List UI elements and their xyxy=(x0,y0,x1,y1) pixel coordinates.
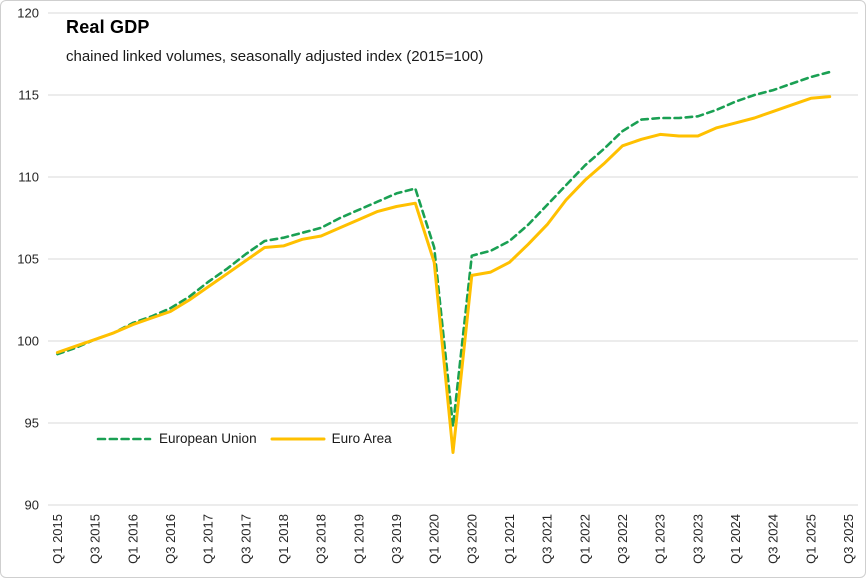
x-tick-label: Q1 2024 xyxy=(728,514,743,564)
x-tick-label: Q1 2020 xyxy=(427,514,442,564)
y-tick-label: 90 xyxy=(25,498,39,513)
legend-item-european-union: European Union xyxy=(95,431,257,446)
legend: European Union Euro Area xyxy=(95,431,392,446)
x-tick-label: Q1 2025 xyxy=(803,514,818,564)
x-tick-label: Q3 2025 xyxy=(841,514,856,564)
y-tick-label: 120 xyxy=(17,6,39,21)
euro-area-solid-line-swatch xyxy=(270,437,326,440)
x-tick-label: Q3 2021 xyxy=(540,514,555,564)
series-line-euro-area xyxy=(55,95,832,454)
y-tick-label: 100 xyxy=(17,334,39,349)
x-tick-label: Q3 2020 xyxy=(464,514,479,564)
x-tick-label: Q1 2019 xyxy=(351,514,366,564)
x-tick-label: Q1 2021 xyxy=(502,514,517,564)
series-line-european-union xyxy=(56,70,832,428)
x-tick-label: Q3 2019 xyxy=(389,514,404,564)
chart-title: Real GDP xyxy=(66,17,150,37)
x-tick-label: Q3 2023 xyxy=(690,514,705,564)
x-tick-label: Q3 2016 xyxy=(163,514,178,564)
european-union-dashed-line-swatch xyxy=(96,437,152,440)
x-tick-label: Q3 2024 xyxy=(766,514,781,564)
legend-item-euro-area: Euro Area xyxy=(270,431,392,446)
y-tick-label: 95 xyxy=(25,416,39,431)
legend-label-european-union: European Union xyxy=(159,431,257,446)
y-tick-label: 105 xyxy=(17,252,39,267)
x-tick-label: Q1 2018 xyxy=(276,514,291,564)
x-tick-label: Q3 2018 xyxy=(314,514,329,564)
x-tick-label: Q1 2022 xyxy=(577,514,592,564)
x-tick-label: Q1 2016 xyxy=(125,514,140,564)
x-tick-label: Q1 2023 xyxy=(653,514,668,564)
x-tick-label: Q1 2015 xyxy=(50,514,65,564)
legend-label-euro-area: Euro Area xyxy=(331,431,392,446)
x-tick-label: Q3 2022 xyxy=(615,514,630,564)
y-tick-label: 115 xyxy=(18,88,39,103)
x-tick-label: Q1 2017 xyxy=(201,514,216,564)
x-tick-label: Q3 2015 xyxy=(88,514,103,564)
chart-subtitle: chained linked volumes, seasonally adjus… xyxy=(66,48,484,65)
y-tick-label: 110 xyxy=(18,170,39,185)
x-tick-label: Q3 2017 xyxy=(238,514,253,564)
